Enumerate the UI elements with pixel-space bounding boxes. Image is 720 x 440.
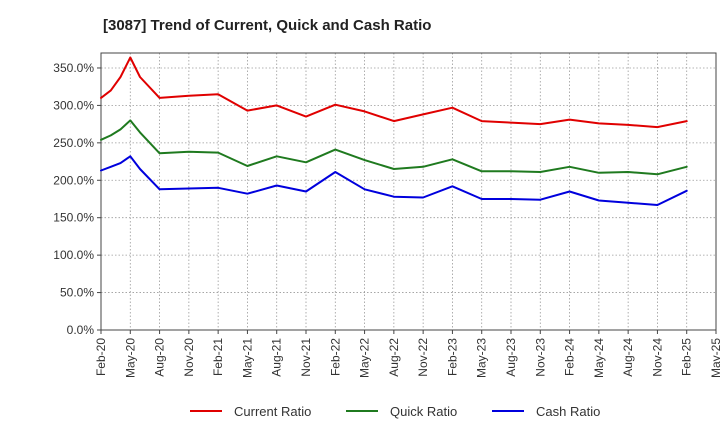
x-tick-label: Feb-21 — [211, 338, 225, 376]
x-tick-label: May-25 — [709, 338, 720, 378]
x-tick-label: Nov-20 — [182, 338, 196, 377]
plot-frame — [100, 52, 717, 331]
plot-area: 0.0% 50.0% 100.0% 150.0% 200.0% 250.0% 300.0% 3… — [53, 52, 720, 378]
y-tick-label: 250.0% — [53, 136, 94, 150]
x-tick-label: Nov-24 — [650, 338, 664, 377]
x-tick-label: Aug-21 — [270, 338, 284, 377]
x-tick-label: Feb-25 — [680, 338, 694, 376]
x-tick-label: Nov-22 — [416, 338, 430, 377]
y-tick-label: 350.0% — [53, 61, 94, 75]
legend-label: Current Ratio — [234, 404, 311, 419]
series-line-cash-ratio — [100, 155, 688, 206]
x-tick-label: Feb-22 — [328, 338, 342, 376]
x-tick-label: May-22 — [358, 338, 372, 378]
chart-title: [3087] Trend of Current, Quick and Cash … — [103, 17, 431, 34]
y-tick-label: 150.0% — [53, 211, 94, 225]
y-tick-label: 300.0% — [53, 98, 94, 112]
x-tick-label: Aug-23 — [504, 338, 518, 377]
x-tick-label: May-24 — [592, 338, 606, 378]
x-tick-label: Feb-24 — [563, 338, 577, 376]
y-tick-label: 0.0% — [67, 323, 95, 337]
series-line-current-ratio — [100, 56, 688, 129]
x-tick-label: Nov-23 — [533, 338, 547, 377]
x-tick-label: May-23 — [475, 338, 489, 378]
legend-label: Cash Ratio — [536, 404, 600, 419]
x-tick-label: Aug-24 — [621, 338, 635, 377]
x-tick-label: Feb-23 — [445, 338, 459, 376]
legend: Current Ratio Quick Ratio Cash Ratio — [190, 404, 600, 419]
series-line-quick-ratio — [100, 119, 688, 176]
x-tick-label: Aug-22 — [387, 338, 401, 377]
legend-label: Quick Ratio — [390, 404, 457, 419]
x-tick-label: Feb-20 — [94, 338, 108, 376]
x-tick-label: May-21 — [240, 338, 254, 378]
y-tick-label: 100.0% — [53, 248, 94, 262]
y-tick-label: 50.0% — [60, 286, 94, 300]
x-tick-label: May-20 — [123, 338, 137, 378]
y-tick-label: 200.0% — [53, 173, 94, 187]
x-tick-label: Aug-20 — [153, 338, 167, 377]
x-tick-label: Nov-21 — [299, 338, 313, 377]
